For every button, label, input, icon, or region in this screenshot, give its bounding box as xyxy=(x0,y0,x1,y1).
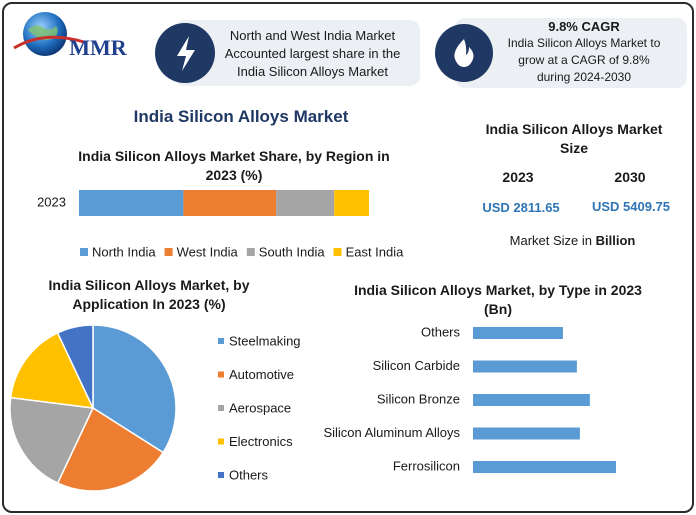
y-tick-label: Silicon Bronze xyxy=(377,391,460,406)
info-line: India Silicon Alloys Market to xyxy=(507,36,661,50)
info-line: North and West India Market xyxy=(229,28,396,43)
y-tick-label: 2023 xyxy=(37,194,66,209)
info-line: during 2024-2030 xyxy=(536,70,632,84)
info-text: North and West India Market Accounted la… xyxy=(215,27,410,81)
legend-swatch xyxy=(218,405,224,411)
legend-label: South India xyxy=(259,244,326,259)
legend-swatch xyxy=(164,248,173,256)
market-value: USD 5409.75 xyxy=(591,199,671,214)
legend-swatch xyxy=(218,338,224,344)
legend-label: Automotive xyxy=(229,367,294,382)
y-tick-label: Ferrosilicon xyxy=(393,458,460,473)
chart-title: India Silicon Alloys Market, by Applicat… xyxy=(48,277,250,312)
info-text: 9.8% CAGR India Silicon Alloys Market to… xyxy=(494,18,674,86)
legend-swatch xyxy=(218,371,224,378)
main-title: India Silicon Alloys Market xyxy=(133,107,349,126)
bar-segment xyxy=(79,190,184,216)
info-line: Accounted largest share in the xyxy=(224,46,401,61)
info-line: India Silicon Alloys Market xyxy=(236,64,388,79)
info-box xyxy=(455,18,687,88)
flame-icon xyxy=(454,39,474,67)
market-size-title: India Silicon Alloys Market Size xyxy=(485,121,663,156)
info-box xyxy=(175,20,420,86)
note-unit: Billion xyxy=(595,233,636,248)
legend-label: West India xyxy=(177,244,239,259)
legend-label: Others xyxy=(229,467,269,482)
bar xyxy=(473,327,563,339)
bolt-icon xyxy=(177,36,195,71)
legend-label: North India xyxy=(92,244,156,259)
logo-text: MMR xyxy=(69,35,128,60)
legend-label: Steelmaking xyxy=(229,333,301,348)
market-value: USD 2811.65 xyxy=(482,200,560,215)
legend-swatch xyxy=(80,248,88,256)
pie-slice xyxy=(9,396,95,485)
y-tick-label: Silicon Aluminum Alloys xyxy=(323,425,460,440)
market-note: Market Size in Billion xyxy=(480,233,665,248)
bar xyxy=(473,394,590,406)
note: Market Size in xyxy=(509,233,593,248)
logo-swoosh xyxy=(13,35,85,50)
legend-swatch xyxy=(218,438,224,445)
bar-segment xyxy=(334,190,369,216)
legend-swatch xyxy=(333,248,342,256)
legend-label: East India xyxy=(346,244,405,259)
year: 2030 xyxy=(614,169,646,185)
pie-slice xyxy=(56,324,94,409)
chart-title: India Silicon Alloys Market Share, by Re… xyxy=(78,148,390,183)
info-title: 9.8% CAGR xyxy=(548,19,620,34)
legend-label: Electronics xyxy=(229,434,293,449)
bar-segment xyxy=(183,190,277,216)
bar xyxy=(473,427,580,440)
bar xyxy=(473,461,616,473)
legend-swatch xyxy=(218,472,224,478)
legend-swatch xyxy=(246,248,255,256)
year: 2023 xyxy=(502,169,534,185)
bar xyxy=(473,360,577,373)
y-tick-label: Silicon Carbide xyxy=(373,358,460,373)
pie-slice xyxy=(9,331,95,409)
y-tick-label: Others xyxy=(421,324,461,339)
legend-label: Aerospace xyxy=(229,400,291,415)
chart-title: India Silicon Alloys Market, by Type in … xyxy=(354,282,642,317)
info-line: grow at a CAGR of 9.8% xyxy=(518,53,650,67)
bar-segment xyxy=(276,190,335,216)
